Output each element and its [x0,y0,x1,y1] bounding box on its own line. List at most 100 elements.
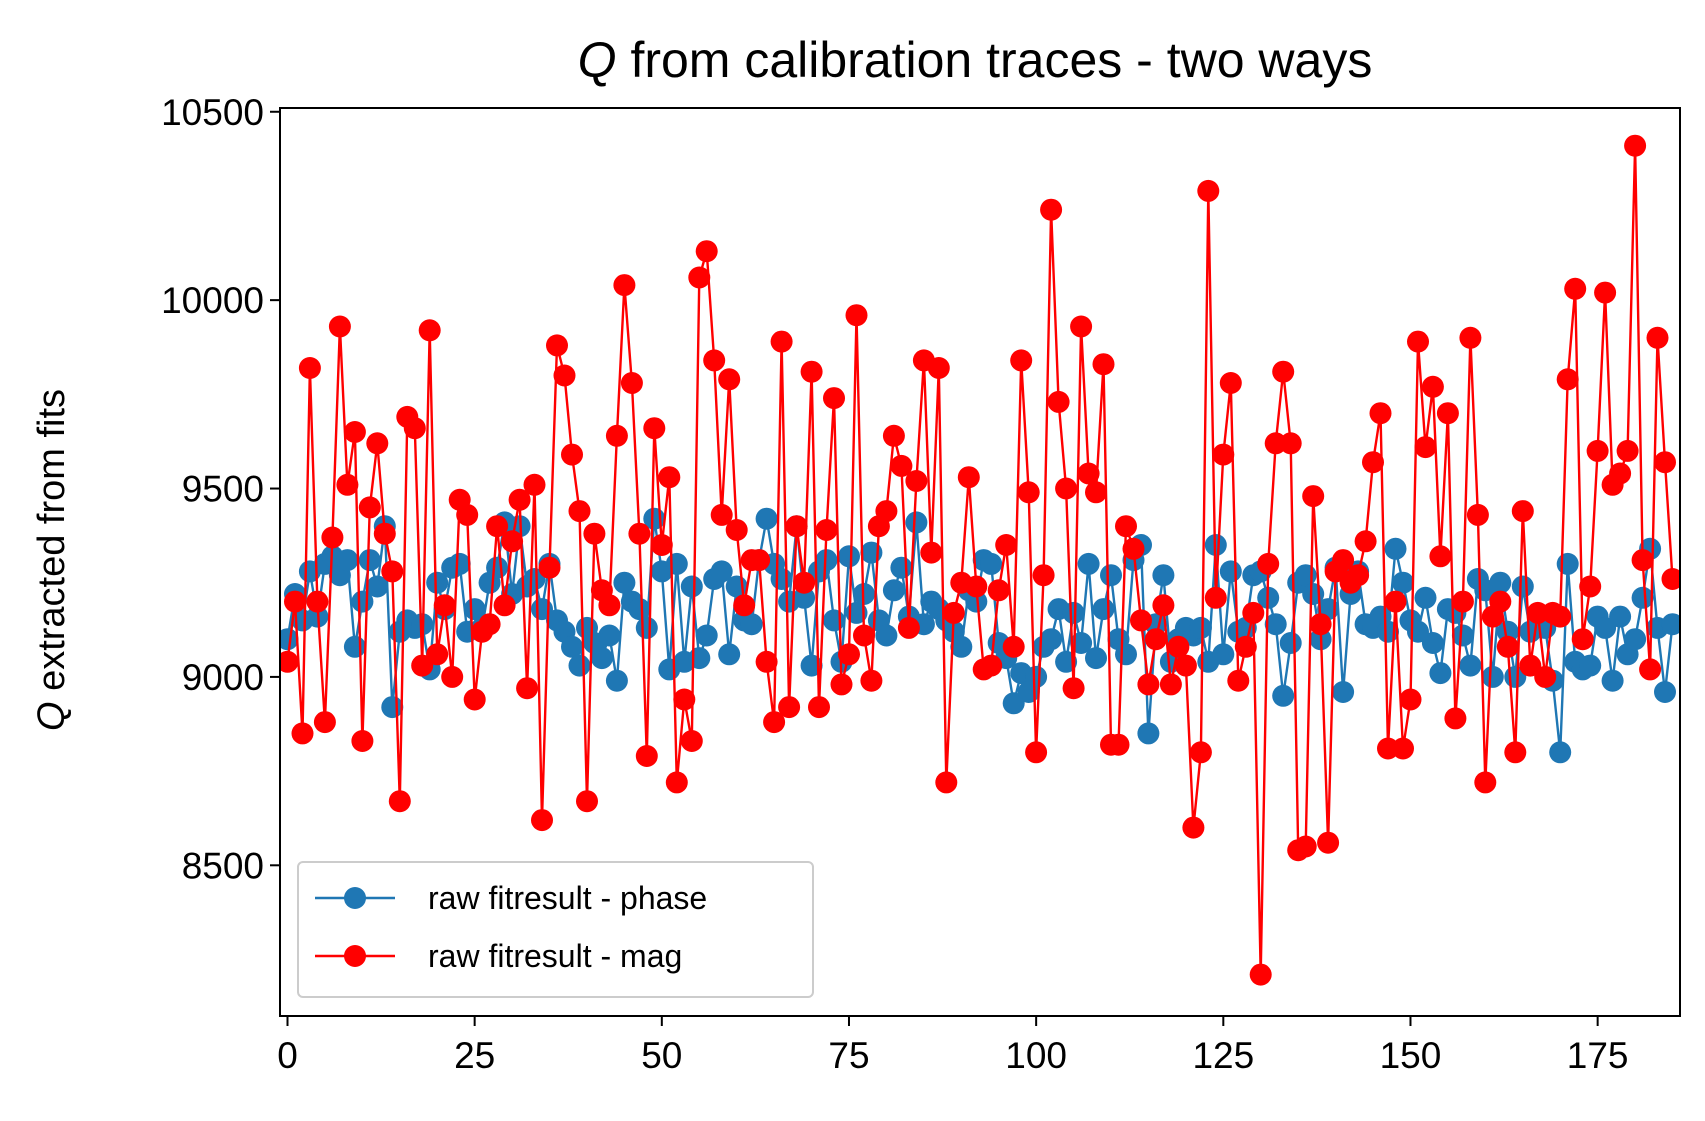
x-tick-label: 0 [277,1035,298,1076]
data-point [1654,451,1676,474]
data-point [358,549,381,572]
x-tick-label: 75 [828,1035,869,1076]
data-point [343,421,366,443]
data-point [845,304,868,327]
data-point [725,519,748,541]
data-point [1616,439,1639,462]
y-tick-label: 10500 [161,92,264,133]
data-point [1189,741,1212,764]
y-axis-label-rest: extracted from fits [31,389,73,702]
data-point [568,500,591,523]
data-point [583,522,606,545]
data-point [1594,281,1617,304]
data-point [710,503,733,526]
data-point [1624,628,1647,651]
data-point [1369,402,1392,425]
data-point [1459,654,1482,677]
data-point [280,650,299,673]
data-point [568,654,591,677]
data-point [1511,575,1534,598]
data-point [1152,564,1175,587]
data-point [605,424,628,447]
data-point [628,522,651,545]
data-point [770,330,793,353]
data-point [1631,586,1654,609]
data-point [987,579,1010,602]
data-point [433,594,456,617]
data-point [957,466,980,489]
data-point [1234,635,1257,658]
data-point [628,598,651,621]
data-point [733,594,756,617]
data-point [1451,624,1474,647]
data-point [1062,677,1085,700]
data-point [658,466,681,489]
data-point [1549,605,1572,628]
data-point [613,571,636,594]
data-point [1025,741,1048,764]
data-point [1249,963,1272,986]
data-point [688,266,711,289]
x-tick-label: 25 [454,1035,495,1076]
data-point [703,349,726,372]
data-point [351,730,374,752]
data-point [1631,549,1654,572]
data-point [815,519,838,541]
data-point [1219,372,1242,394]
data-point [1414,436,1437,459]
data-point [920,541,943,564]
data-point [1115,515,1137,538]
data-point [1219,560,1242,583]
data-point [1496,635,1519,658]
data-point [478,613,501,636]
data-point [1519,654,1542,677]
data-point [1624,134,1647,157]
data-point [1407,330,1429,353]
data-point [1384,537,1407,560]
data-point [1257,552,1280,575]
data-point [1077,462,1100,485]
data-point [718,368,741,391]
data-point [523,568,546,590]
data-point [763,711,786,734]
data-point [1092,598,1115,621]
data-point [1212,443,1235,466]
data-point [313,711,336,734]
data-point [1130,609,1152,632]
data-point [1654,681,1676,703]
y-axis-label-text: Q extracted from fits [31,389,73,731]
x-tick-label: 50 [641,1035,682,1076]
data-point [328,315,351,338]
y-axis-label-variable: Q [31,701,73,731]
data-point [635,616,658,639]
data-point [942,601,965,624]
data-point [1272,684,1295,707]
data-point [823,609,845,632]
x-tick-label: 175 [1567,1035,1629,1076]
data-point [650,534,673,556]
data-point [1586,439,1609,462]
data-point [897,616,920,639]
data-point [411,654,434,677]
data-point [882,424,905,447]
data-point [695,624,718,647]
data-point [1646,326,1669,349]
data-point [1279,432,1302,455]
data-point [1579,575,1602,598]
data-point [838,643,860,666]
chart-title: Q from calibration traces - two ways [578,32,1373,88]
data-point [785,515,808,538]
data-point [718,643,741,666]
data-point [1212,643,1235,666]
data-point [613,274,636,297]
data-point [590,647,613,670]
data-point [1489,590,1512,613]
data-point [838,545,860,568]
data-point [1025,665,1048,688]
data-point [823,387,845,410]
data-point [486,556,509,579]
data-point [336,473,359,496]
data-point [546,334,568,357]
data-point [793,571,816,594]
data-point [1174,654,1197,677]
